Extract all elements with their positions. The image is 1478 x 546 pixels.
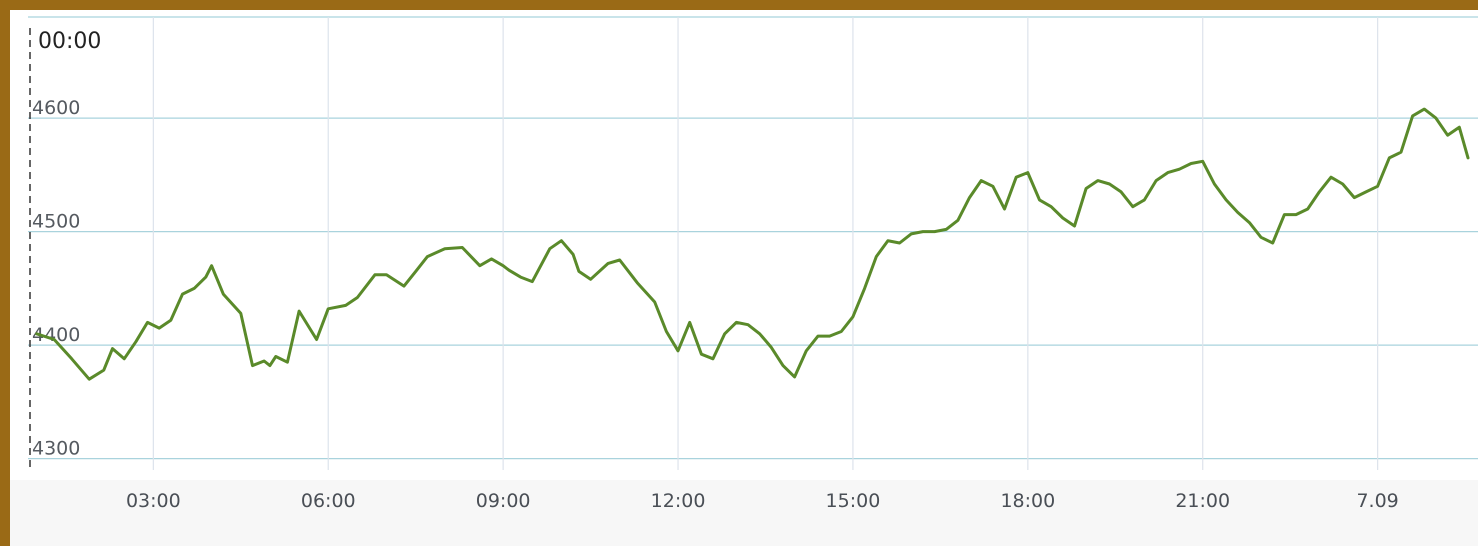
x-tick-label: 15:00 [826, 490, 881, 512]
y-axis-ticks: 4300 4400 4500 4600 [32, 97, 80, 460]
x-tick-label: 21:00 [1175, 490, 1230, 512]
grid [28, 16, 1478, 470]
x-tick-label: 18:00 [1000, 490, 1055, 512]
y-tick-label: 4600 [32, 97, 80, 119]
chart-panel: 4300 4400 4500 4600 03:00 06:00 09:00 12:00 15:… [10, 10, 1478, 546]
series[interactable] [35, 107, 1470, 381]
series-line-0[interactable] [35, 107, 1470, 381]
x-axis-band [10, 480, 1478, 546]
line-chart[interactable]: 4300 4400 4500 4600 03:00 06:00 09:00 12:00 15:… [10, 10, 1478, 546]
x-tick-label: 12:00 [651, 490, 706, 512]
y-tick-label: 4400 [32, 324, 80, 346]
y-tick-label: 4300 [32, 438, 80, 460]
x-tick-label: 7.09 [1356, 490, 1398, 512]
y-tick-label: 4500 [32, 211, 80, 233]
x-tick-label: 06:00 [301, 490, 356, 512]
crosshair-time-label: 00:00 [38, 29, 101, 54]
x-tick-label: 03:00 [126, 490, 181, 512]
x-axis-ticks: 03:00 06:00 09:00 12:00 15:00 18:00 21:00 7.09 [126, 490, 1399, 512]
x-tick-label: 09:00 [476, 490, 531, 512]
